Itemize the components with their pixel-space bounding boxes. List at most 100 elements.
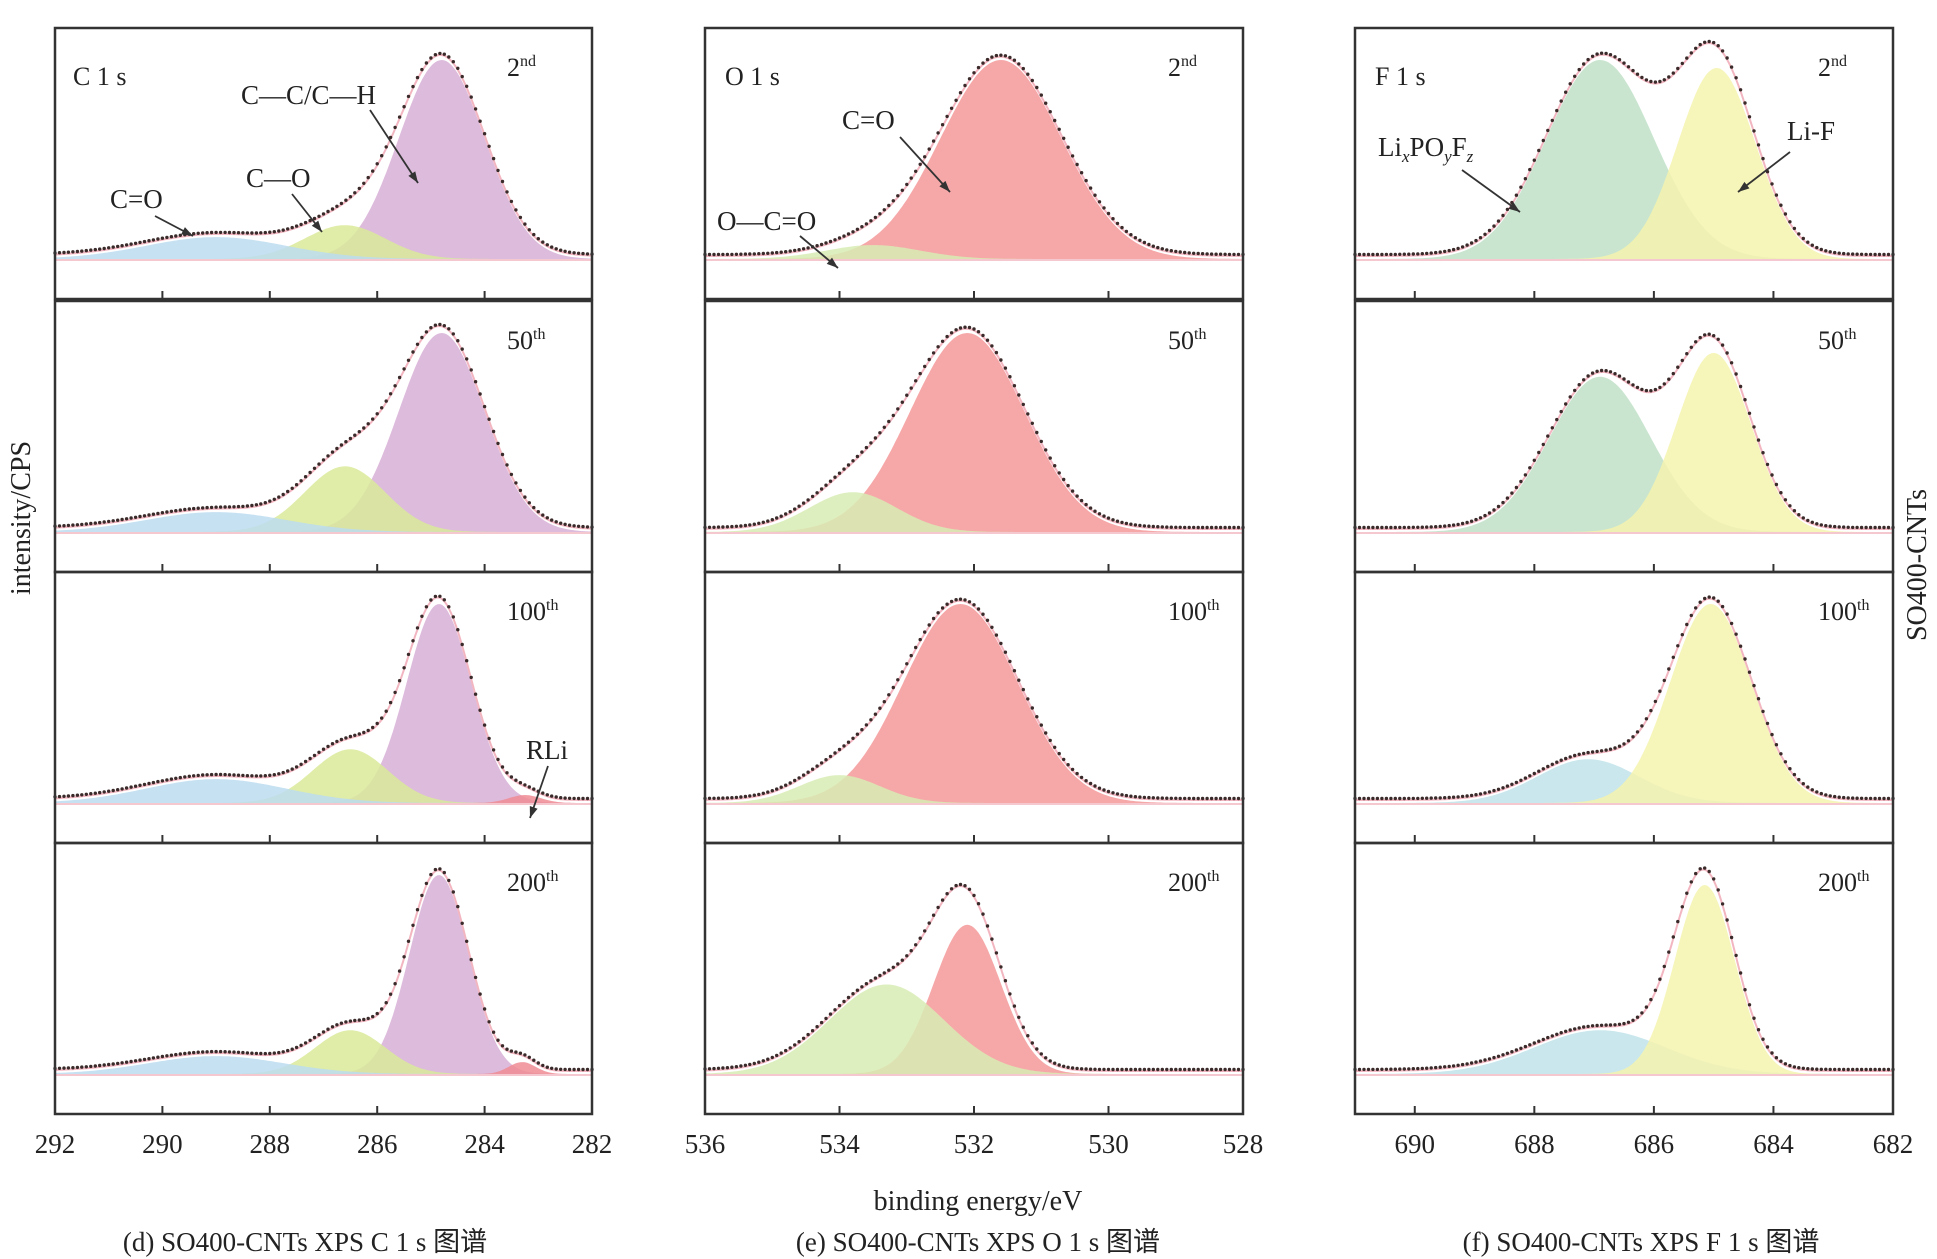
data-point [967, 77, 972, 81]
data-point [500, 765, 505, 769]
data-point [1465, 243, 1469, 247]
data-point [1178, 1067, 1182, 1072]
data-point [1608, 747, 1613, 751]
data-point [1093, 509, 1097, 513]
data-point [1075, 162, 1079, 167]
data-point [1151, 796, 1156, 800]
cycle-label: 2nd [507, 53, 536, 82]
data-point [1501, 500, 1505, 505]
data-point [1196, 525, 1200, 530]
data-point [196, 506, 200, 510]
data-point [384, 399, 388, 403]
data-point [1824, 793, 1828, 797]
data-point [1864, 1067, 1868, 1072]
data-point [223, 772, 227, 777]
data-point [1174, 796, 1178, 800]
x-tick-label: 288 [250, 1129, 291, 1159]
data-point [1604, 1023, 1608, 1027]
data-point [1752, 683, 1756, 688]
data-point [1062, 757, 1066, 762]
data-point [1035, 430, 1039, 435]
data-point [84, 1065, 89, 1069]
data-point [927, 357, 931, 362]
data-point [725, 525, 730, 529]
data-point [1559, 99, 1563, 103]
data-point [976, 65, 981, 70]
peak-F1s-2-0 [1355, 759, 1893, 803]
data-point [797, 504, 801, 508]
data-point [1582, 378, 1586, 382]
data-point [1608, 53, 1613, 57]
data-point [985, 924, 990, 928]
peak-O1s-2-1 [705, 775, 1243, 803]
data-point [1030, 1041, 1035, 1045]
data-point [1133, 523, 1138, 527]
data-point [1743, 988, 1747, 992]
data-point [451, 332, 455, 336]
data-point [1070, 154, 1075, 158]
data-point [62, 794, 66, 798]
data-point [509, 1049, 514, 1053]
data-point [1676, 919, 1680, 924]
data-point [393, 125, 397, 130]
data-point [1877, 252, 1882, 257]
data-point [837, 747, 842, 752]
data-point [1720, 902, 1725, 906]
data-point [1039, 723, 1044, 727]
data-point [1680, 633, 1685, 637]
data-point [1456, 522, 1460, 527]
data-point [465, 84, 469, 89]
data-point [268, 230, 272, 234]
data-point [842, 467, 846, 471]
data-point [1662, 382, 1667, 386]
data-point [1447, 795, 1451, 800]
data-point [1631, 735, 1635, 739]
data-point [375, 721, 379, 726]
data-point [999, 358, 1003, 362]
data-point [1003, 650, 1008, 654]
data-point [1882, 1067, 1886, 1072]
data-point [1864, 525, 1868, 530]
data-point [1523, 1044, 1528, 1049]
data-point [107, 519, 111, 524]
data-point [263, 501, 267, 505]
data-point [1138, 1067, 1142, 1072]
data-point [487, 417, 491, 421]
data-point [1389, 525, 1393, 530]
data-point [138, 240, 142, 245]
data-point [478, 119, 482, 123]
data-point [411, 350, 415, 354]
data-point [482, 132, 487, 136]
data-point [1783, 498, 1788, 502]
data-point [491, 429, 496, 434]
panel-C1s-3: 200th [53, 841, 594, 1116]
data-point [388, 700, 393, 705]
data-point [545, 1065, 549, 1069]
x-tick-label: 686 [1634, 1129, 1675, 1159]
data-point [1559, 409, 1563, 414]
data-point [303, 1041, 308, 1045]
data-point [554, 1067, 558, 1071]
data-point [89, 248, 93, 252]
data-point [851, 459, 855, 463]
data-point [160, 511, 165, 515]
data-point [1707, 595, 1711, 599]
data-point [201, 773, 205, 777]
data-point [388, 992, 393, 996]
data-point [1048, 738, 1052, 743]
data-point [963, 884, 967, 888]
data-point [1156, 245, 1160, 250]
data-point [89, 792, 93, 796]
data-point [1398, 252, 1402, 256]
data-point [1156, 796, 1160, 800]
data-point [1819, 791, 1824, 796]
data-point [1613, 372, 1617, 376]
data-point [1815, 790, 1819, 794]
data-point [362, 426, 366, 430]
data-point [918, 637, 922, 642]
data-point [66, 1066, 71, 1070]
data-point [312, 466, 317, 470]
peak-C1s-0-0 [55, 60, 592, 259]
data-point [985, 618, 990, 622]
data-point [1582, 62, 1586, 66]
